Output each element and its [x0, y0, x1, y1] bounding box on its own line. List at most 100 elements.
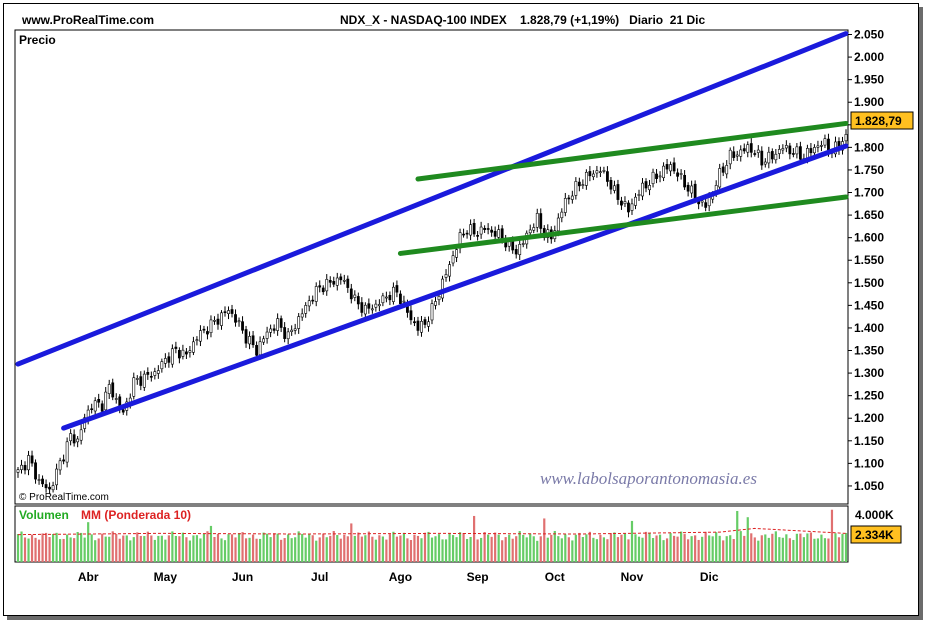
- candle: [311, 295, 315, 305]
- volume-bar: [743, 535, 746, 562]
- volume-bar: [157, 535, 160, 562]
- volume-bar: [97, 538, 100, 562]
- candle: [672, 157, 676, 174]
- y-tick-label: 1.250: [854, 389, 884, 403]
- candle: [227, 306, 230, 320]
- candle: [413, 317, 416, 327]
- candle: [132, 372, 136, 400]
- candle: [420, 316, 423, 337]
- volume-bar: [44, 532, 48, 562]
- candle: [739, 145, 743, 162]
- candle: [479, 221, 483, 239]
- y-tick-label: 1.350: [854, 344, 884, 358]
- candle: [767, 146, 771, 169]
- volume-bar: [774, 531, 777, 562]
- candle: [41, 475, 44, 487]
- volume-bar: [564, 534, 567, 562]
- volume-bar: [634, 534, 637, 562]
- volume-bar: [725, 536, 728, 562]
- volume-bar: [683, 534, 686, 562]
- volume-bar: [711, 536, 714, 562]
- volume-bar: [553, 530, 556, 562]
- volume-bar: [234, 537, 237, 562]
- volume-bar: [87, 522, 90, 562]
- candle: [251, 330, 255, 348]
- candle: [220, 310, 223, 330]
- candle: [465, 230, 469, 239]
- candle: [686, 182, 690, 197]
- volume-bar: [669, 533, 672, 562]
- volume-bar: [694, 535, 697, 562]
- candle: [216, 313, 220, 330]
- volume-bar: [283, 538, 286, 562]
- candle: [683, 170, 687, 190]
- volume-bar: [220, 538, 223, 562]
- candle: [76, 435, 80, 448]
- candle: [518, 240, 522, 261]
- candle: [332, 276, 336, 288]
- candle: [328, 276, 332, 288]
- volume-bar: [37, 539, 41, 562]
- candle: [307, 295, 311, 312]
- volume-bar: [722, 540, 725, 562]
- candle: [784, 140, 788, 153]
- candle: [23, 461, 27, 475]
- y-tick-label: 1.100: [854, 456, 884, 470]
- volume-bar: [799, 533, 802, 562]
- candle: [114, 393, 118, 404]
- volume-bar: [223, 540, 227, 562]
- candle: [297, 313, 301, 334]
- volume-bar: [455, 537, 458, 562]
- last-volume-value: 2.334K: [855, 528, 894, 542]
- trendlines-layer: [15, 31, 849, 431]
- volume-bar: [80, 532, 83, 562]
- candle: [55, 463, 58, 490]
- candle: [244, 325, 248, 348]
- candle: [339, 273, 343, 285]
- volume-bar: [346, 536, 349, 562]
- volume-bar: [785, 534, 788, 562]
- candle: [377, 299, 381, 312]
- candle: [606, 166, 609, 187]
- candle: [514, 244, 518, 259]
- volume-bar: [122, 535, 125, 562]
- candle: [476, 230, 480, 241]
- candle: [567, 194, 571, 205]
- candle: [381, 292, 385, 307]
- volume-bar: [336, 535, 339, 562]
- volume-bar: [241, 532, 244, 562]
- volume-bar: [34, 537, 37, 562]
- candle: [844, 129, 848, 145]
- volume-bar: [399, 535, 402, 562]
- volume-bar: [16, 534, 20, 562]
- candle: [774, 149, 778, 164]
- volume-bar: [41, 533, 44, 562]
- volume-bar: [174, 535, 177, 562]
- volume-bar: [816, 538, 820, 562]
- candle: [318, 280, 322, 293]
- volume-bar: [237, 533, 241, 562]
- volume-bar: [515, 536, 518, 562]
- candle: [279, 315, 283, 333]
- candle: [602, 166, 606, 174]
- candle: [153, 367, 157, 380]
- volume-bar: [613, 532, 616, 562]
- volume-bar: [672, 535, 676, 562]
- volume-bar: [73, 538, 76, 562]
- volume-bar: [206, 531, 209, 562]
- volume-bar: [48, 537, 51, 562]
- site-label: www.ProRealTime.com: [22, 13, 155, 27]
- candle: [613, 180, 616, 194]
- volume-bar: [760, 535, 763, 562]
- volume-bar: [462, 532, 465, 562]
- volume-bar: [795, 533, 798, 562]
- volume-bar: [588, 531, 591, 562]
- x-tick-label: Jul: [311, 570, 328, 584]
- volume-bar: [273, 533, 276, 562]
- volume-bar: [690, 536, 693, 562]
- candle: [791, 148, 795, 158]
- volume-bar: [402, 532, 406, 562]
- volume-bar: [546, 537, 549, 562]
- volume-bar: [476, 539, 479, 562]
